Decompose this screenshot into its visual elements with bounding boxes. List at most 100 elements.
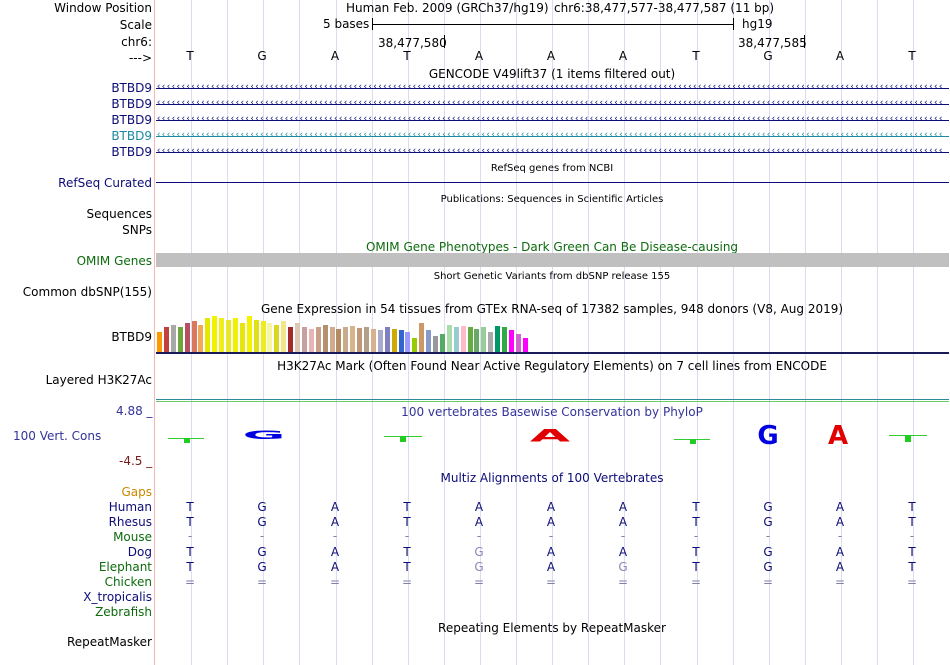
gencode-gene-bar[interactable]: ‹‹‹‹‹‹‹‹‹‹‹‹‹‹‹‹‹‹‹‹‹‹‹‹‹‹‹‹‹‹‹‹‹‹‹‹‹‹‹‹… [156,132,949,141]
gtex-tissue-bar[interactable] [433,336,438,352]
gtex-tissue-bar[interactable] [219,318,225,352]
sequence-base: T [908,49,916,63]
gtex-tissue-bar[interactable] [246,316,252,352]
dbsnp-label[interactable]: Common dbSNP(155) [22,285,152,299]
gtex-tissue-bar[interactable] [343,327,349,352]
gaps-label[interactable]: Gaps [121,485,152,499]
gtex-tissue-bar[interactable] [364,327,369,352]
gtex-tissue-bar[interactable] [212,316,218,352]
gencode-gene-line [156,104,949,105]
multiz-species-label[interactable]: Elephant [98,560,152,574]
gtex-tissue-bar[interactable] [281,321,287,352]
gencode-gene-label[interactable]: BTBD9 [111,129,152,143]
gtex-tissue-bar[interactable] [377,330,383,352]
multiz-species-label[interactable]: X_tropicalis [83,590,152,604]
refseq-title: RefSeq genes from NCBI [490,163,614,174]
sequence-base: A [835,49,845,63]
grid-line [805,0,806,665]
gtex-tissue-bar[interactable] [467,327,473,352]
gtex-tissue-bar[interactable] [226,320,231,352]
gtex-tissue-bar[interactable] [391,329,397,352]
multiz-species-label[interactable]: Chicken [104,575,152,589]
refseq-gene-line[interactable] [156,182,949,183]
gtex-tissue-bar[interactable] [274,325,280,352]
gtex-tissue-bar[interactable] [488,332,494,352]
multiz-base: T [692,515,700,529]
sequences-label[interactable]: Sequences [86,207,152,221]
gtex-tissue-bar[interactable] [384,327,390,352]
gtex-tissue-bar[interactable] [405,332,411,352]
multiz-species-label[interactable]: Human [108,500,152,514]
sequence-base: G [763,49,773,63]
gtex-tissue-bar[interactable] [184,323,190,352]
gtex-tissue-bar[interactable] [508,330,514,352]
gtex-tissue-bar[interactable] [267,323,273,352]
gtex-tissue-bar[interactable] [336,329,342,352]
gtex-tissue-bar[interactable] [495,326,501,352]
gtex-tissue-bar[interactable] [170,325,176,352]
gencode-gene-label[interactable]: BTBD9 [111,97,152,111]
gtex-tissue-bar[interactable] [157,332,162,352]
gtex-tissue-bar[interactable] [446,325,452,352]
gtex-tissue-bar[interactable] [163,327,169,352]
gtex-tissue-bar[interactable] [474,329,480,352]
gencode-gene-bar[interactable]: ‹‹‹‹‹‹‹‹‹‹‹‹‹‹‹‹‹‹‹‹‹‹‹‹‹‹‹‹‹‹‹‹‹‹‹‹‹‹‹‹… [156,148,949,157]
multiz-base: - [765,529,771,543]
gtex-tissue-bar[interactable] [198,325,204,352]
gtex-tissue-bar[interactable] [191,321,197,352]
gtex-tissue-bar[interactable] [426,330,432,352]
gtex-tissue-bar[interactable] [522,338,528,352]
snps-label[interactable]: SNPs [122,223,152,237]
omim-gene-bar[interactable] [156,253,949,267]
refseq-label[interactable]: RefSeq Curated [58,176,152,190]
gtex-tissue-bar[interactable] [502,327,507,352]
gencode-gene-label[interactable]: BTBD9 [111,113,152,127]
gtex-tissue-bar[interactable] [288,327,294,352]
multiz-species-label[interactable]: Rhesus [108,515,152,529]
multiz-species-label[interactable]: Dog [127,545,152,559]
gtex-tissue-bar[interactable] [460,326,466,352]
gencode-gene-bar[interactable]: ‹‹‹‹‹‹‹‹‹‹‹‹‹‹‹‹‹‹‹‹‹‹‹‹‹‹‹‹‹‹‹‹‹‹‹‹‹‹‹‹… [156,84,949,93]
multiz-base: T [908,560,916,574]
gtex-tissue-bar[interactable] [453,327,459,352]
gtex-tissue-bar[interactable] [322,325,328,352]
gtex-tissue-bar[interactable] [295,323,300,352]
gtex-tissue-bar[interactable] [253,320,259,352]
cons-label[interactable]: 100 Vert. Cons [13,429,102,443]
gtex-tissue-bar[interactable] [205,318,211,352]
multiz-base: A [618,500,628,514]
gtex-tissue-bar[interactable] [398,330,404,352]
gtex-tissue-bar[interactable] [357,328,363,352]
gencode-gene-bar[interactable]: ‹‹‹‹‹‹‹‹‹‹‹‹‹‹‹‹‹‹‹‹‹‹‹‹‹‹‹‹‹‹‹‹‹‹‹‹‹‹‹‹… [156,116,949,125]
h3k27-label[interactable]: Layered H3K27Ac [45,373,152,387]
multiz-base: A [330,560,340,574]
gtex-tissue-bar[interactable] [515,334,521,352]
omim-label[interactable]: OMIM Genes [76,254,152,268]
gtex-tissue-bar[interactable] [412,338,418,352]
gtex-tissue-bar[interactable] [239,323,245,352]
gtex-tissue-bar[interactable] [308,329,314,352]
gtex-tissue-bar[interactable] [370,329,376,352]
gtex-tissue-bar[interactable] [260,321,266,352]
gtex-tissue-bar[interactable] [232,318,238,352]
gtex-tissue-bar[interactable] [301,327,307,352]
gtex-tissue-bar[interactable] [350,326,356,352]
gencode-gene-label[interactable]: BTBD9 [111,81,152,95]
repeat-label[interactable]: RepeatMasker [66,635,152,649]
multiz-base: T [403,545,411,559]
gencode-gene-label[interactable]: BTBD9 [111,145,152,159]
multiz-species-label[interactable]: Zebrafish [95,605,152,619]
grid-line [516,0,517,665]
gencode-gene-bar[interactable]: ‹‹‹‹‹‹‹‹‹‹‹‹‹‹‹‹‹‹‹‹‹‹‹‹‹‹‹‹‹‹‹‹‹‹‹‹‹‹‹‹… [156,100,949,109]
gtex-tissue-bar[interactable] [419,323,425,352]
multiz-base: T [908,545,916,559]
gencode-gene-line [156,120,949,121]
multiz-base: = [690,575,702,589]
multiz-species-label[interactable]: Mouse [113,530,152,544]
gtex-tissue-bar[interactable] [481,327,487,352]
gtex-tissue-bar[interactable] [177,327,183,352]
gtex-tissue-bar[interactable] [329,327,335,352]
gtex-tissue-bar[interactable] [315,327,321,352]
gtex-label[interactable]: BTBD9 [111,330,152,344]
gtex-tissue-bar[interactable] [439,334,445,352]
